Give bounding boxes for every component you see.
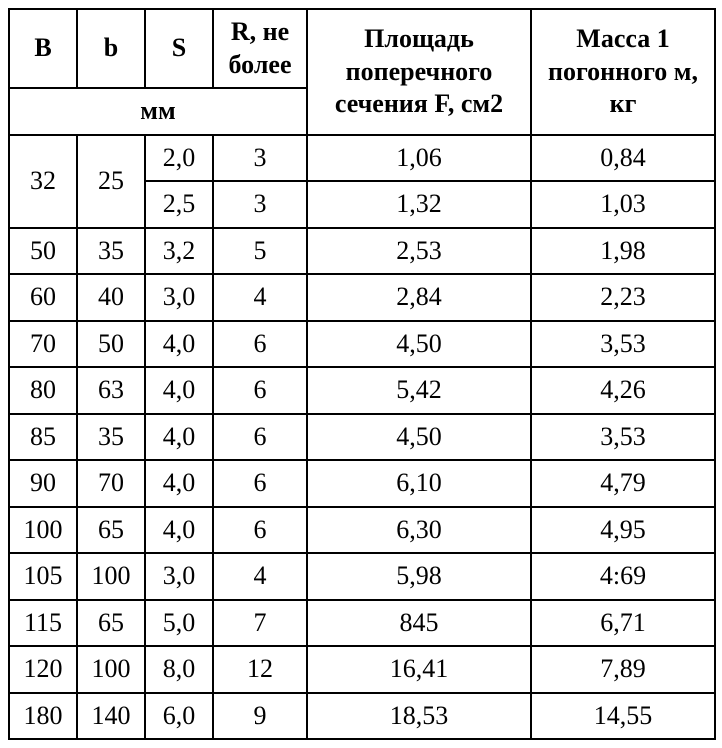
- cell-M: 3,53: [531, 321, 715, 368]
- cell-B: 90: [9, 460, 77, 507]
- header-row-1: В b S R, не более Площадь поперечного се…: [9, 9, 715, 88]
- cell-S: 3,2: [145, 228, 213, 275]
- cell-b: 100: [77, 553, 145, 600]
- table-row: 90704,066,104,79: [9, 460, 715, 507]
- cell-F: 845: [307, 600, 531, 647]
- cell-R: 6: [213, 321, 307, 368]
- cell-B: 70: [9, 321, 77, 368]
- cell-R: 6: [213, 507, 307, 554]
- cell-M: 4,26: [531, 367, 715, 414]
- cell-S: 4,0: [145, 460, 213, 507]
- cell-R: 7: [213, 600, 307, 647]
- cell-b: 140: [77, 693, 145, 740]
- cell-M: 2,23: [531, 274, 715, 321]
- cell-S: 5,0: [145, 600, 213, 647]
- cell-M: 3,53: [531, 414, 715, 461]
- cell-b: 65: [77, 507, 145, 554]
- cell-F: 16,41: [307, 646, 531, 693]
- table-row: 85354,064,503,53: [9, 414, 715, 461]
- cell-R: 4: [213, 553, 307, 600]
- cell-S: 3,0: [145, 553, 213, 600]
- cell-b: 63: [77, 367, 145, 414]
- table-row: 80634,065,424,26: [9, 367, 715, 414]
- cell-M: 6,71: [531, 600, 715, 647]
- cell-M: 14,55: [531, 693, 715, 740]
- cell-b: 40: [77, 274, 145, 321]
- cell-b: 65: [77, 600, 145, 647]
- table-row: 50353,252,531,98: [9, 228, 715, 275]
- cell-b: 50: [77, 321, 145, 368]
- cell-B: 180: [9, 693, 77, 740]
- cell-b: 25: [77, 135, 145, 228]
- table-row: 1201008,01216,417,89: [9, 646, 715, 693]
- cell-S: 4,0: [145, 507, 213, 554]
- cell-B: 85: [9, 414, 77, 461]
- cell-M: 1,98: [531, 228, 715, 275]
- cell-F: 2,53: [307, 228, 531, 275]
- cell-F: 4,50: [307, 321, 531, 368]
- col-header-M: Масса 1 погонного м, кг: [531, 9, 715, 135]
- cell-M: 4,95: [531, 507, 715, 554]
- table-row: 115655,078456,71: [9, 600, 715, 647]
- cell-R: 6: [213, 414, 307, 461]
- cell-B: 80: [9, 367, 77, 414]
- cell-M: 4,79: [531, 460, 715, 507]
- cell-b: 100: [77, 646, 145, 693]
- cell-b: 35: [77, 414, 145, 461]
- cell-F: 4,50: [307, 414, 531, 461]
- cell-R: 12: [213, 646, 307, 693]
- cell-F: 6,10: [307, 460, 531, 507]
- cell-B: 115: [9, 600, 77, 647]
- col-header-S: S: [145, 9, 213, 88]
- cell-R: 4: [213, 274, 307, 321]
- cell-S: 4,0: [145, 367, 213, 414]
- cell-R: 6: [213, 367, 307, 414]
- unit-header-mm: мм: [9, 88, 307, 135]
- cell-B: 50: [9, 228, 77, 275]
- cell-F: 6,30: [307, 507, 531, 554]
- cell-R: 5: [213, 228, 307, 275]
- cell-F: 1,06: [307, 135, 531, 182]
- table-row: 32252,031,060,84: [9, 135, 715, 182]
- cell-b: 35: [77, 228, 145, 275]
- table-row: 60403,042,842,23: [9, 274, 715, 321]
- cell-R: 3: [213, 135, 307, 182]
- cell-B: 105: [9, 553, 77, 600]
- spec-table: В b S R, не более Площадь поперечного се…: [8, 8, 716, 740]
- cell-F: 2,84: [307, 274, 531, 321]
- cell-R: 6: [213, 460, 307, 507]
- cell-S: 2,5: [145, 181, 213, 228]
- cell-S: 4,0: [145, 321, 213, 368]
- cell-S: 4,0: [145, 414, 213, 461]
- cell-B: 100: [9, 507, 77, 554]
- table-row: 1801406,0918,5314,55: [9, 693, 715, 740]
- table-row: 1051003,045,984:69: [9, 553, 715, 600]
- cell-M: 0,84: [531, 135, 715, 182]
- cell-b: 70: [77, 460, 145, 507]
- cell-S: 6,0: [145, 693, 213, 740]
- cell-S: 8,0: [145, 646, 213, 693]
- col-header-b: b: [77, 9, 145, 88]
- cell-B: 60: [9, 274, 77, 321]
- cell-F: 1,32: [307, 181, 531, 228]
- cell-F: 5,98: [307, 553, 531, 600]
- cell-S: 3,0: [145, 274, 213, 321]
- col-header-F: Площадь поперечного сечения F, см2: [307, 9, 531, 135]
- cell-R: 9: [213, 693, 307, 740]
- table-body: 32252,031,060,842,531,321,0350353,252,53…: [9, 135, 715, 740]
- cell-R: 3: [213, 181, 307, 228]
- cell-M: 4:69: [531, 553, 715, 600]
- cell-F: 18,53: [307, 693, 531, 740]
- cell-B: 32: [9, 135, 77, 228]
- cell-M: 7,89: [531, 646, 715, 693]
- cell-F: 5,42: [307, 367, 531, 414]
- cell-S: 2,0: [145, 135, 213, 182]
- cell-B: 120: [9, 646, 77, 693]
- cell-M: 1,03: [531, 181, 715, 228]
- table-row: 70504,064,503,53: [9, 321, 715, 368]
- col-header-B: В: [9, 9, 77, 88]
- table-row: 100654,066,304,95: [9, 507, 715, 554]
- col-header-R: R, не более: [213, 9, 307, 88]
